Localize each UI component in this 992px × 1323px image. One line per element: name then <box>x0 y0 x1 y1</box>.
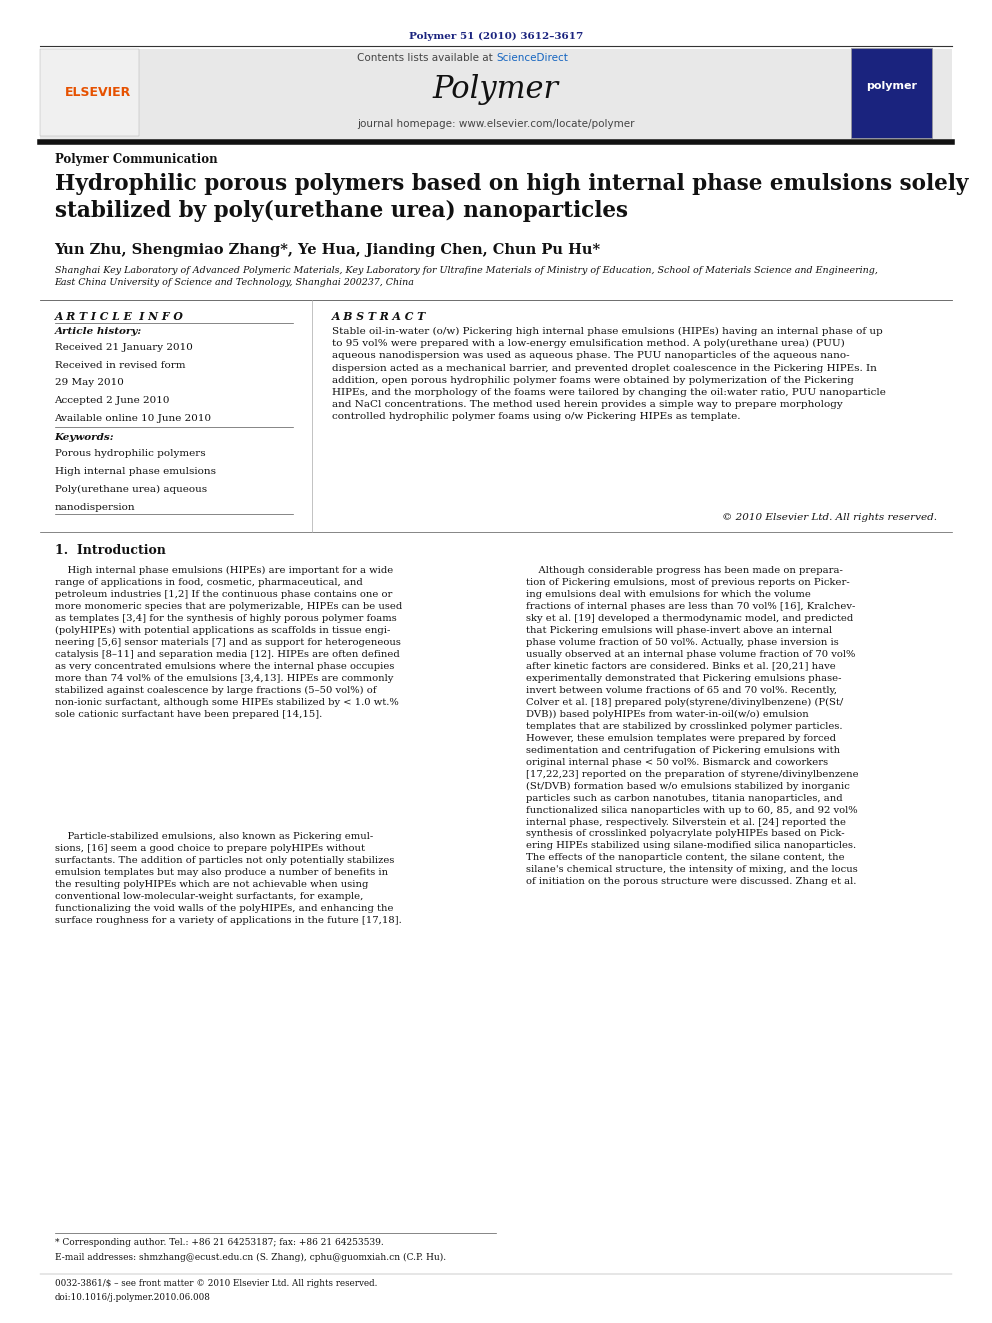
Text: E-mail addresses: shmzhang@ecust.edu.cn (S. Zhang), cphu@guomxiah.cn (C.P. Hu).: E-mail addresses: shmzhang@ecust.edu.cn … <box>55 1253 445 1262</box>
Text: High internal phase emulsions (HIPEs) are important for a wide
range of applicat: High internal phase emulsions (HIPEs) ar… <box>55 566 402 718</box>
Text: Contents lists available at: Contents lists available at <box>357 53 496 64</box>
Text: Poly(urethane urea) aqueous: Poly(urethane urea) aqueous <box>55 484 206 493</box>
Text: Although considerable progress has been made on prepara-
tion of Pickering emuls: Although considerable progress has been … <box>526 566 858 886</box>
Text: Available online 10 June 2010: Available online 10 June 2010 <box>55 414 211 423</box>
Text: Yun Zhu, Shengmiao Zhang*, Ye Hua, Jianding Chen, Chun Pu Hu*: Yun Zhu, Shengmiao Zhang*, Ye Hua, Jiand… <box>55 243 601 258</box>
Text: Keywords:: Keywords: <box>55 433 114 442</box>
Text: © 2010 Elsevier Ltd. All rights reserved.: © 2010 Elsevier Ltd. All rights reserved… <box>722 513 937 523</box>
Text: Particle-stabilized emulsions, also known as Pickering emul-
sions, [16] seem a : Particle-stabilized emulsions, also know… <box>55 832 402 925</box>
FancyBboxPatch shape <box>40 49 952 139</box>
Text: 1.  Introduction: 1. Introduction <box>55 544 166 557</box>
FancyBboxPatch shape <box>851 48 932 138</box>
Text: 29 May 2010: 29 May 2010 <box>55 378 123 388</box>
Text: ELSEVIER: ELSEVIER <box>64 86 131 99</box>
Text: A R T I C L E  I N F O: A R T I C L E I N F O <box>55 311 184 321</box>
Text: Polymer Communication: Polymer Communication <box>55 153 217 167</box>
Text: journal homepage: www.elsevier.com/locate/polymer: journal homepage: www.elsevier.com/locat… <box>357 119 635 130</box>
Text: Accepted 2 June 2010: Accepted 2 June 2010 <box>55 396 170 405</box>
Text: 0032-3861/$ – see front matter © 2010 Elsevier Ltd. All rights reserved.: 0032-3861/$ – see front matter © 2010 El… <box>55 1279 377 1289</box>
Text: Received in revised form: Received in revised form <box>55 360 186 369</box>
Text: doi:10.1016/j.polymer.2010.06.008: doi:10.1016/j.polymer.2010.06.008 <box>55 1293 210 1302</box>
Text: Received 21 January 2010: Received 21 January 2010 <box>55 343 192 352</box>
Text: Hydrophilic porous polymers based on high internal phase emulsions solely
stabil: Hydrophilic porous polymers based on hig… <box>55 173 968 222</box>
Text: polymer: polymer <box>866 81 918 91</box>
Text: Stable oil-in-water (o/w) Pickering high internal phase emulsions (HIPEs) having: Stable oil-in-water (o/w) Pickering high… <box>332 327 886 421</box>
Text: High internal phase emulsions: High internal phase emulsions <box>55 467 215 476</box>
Text: Polymer 51 (2010) 3612–3617: Polymer 51 (2010) 3612–3617 <box>409 32 583 41</box>
FancyBboxPatch shape <box>40 49 139 136</box>
Text: Article history:: Article history: <box>55 327 142 336</box>
Text: Porous hydrophilic polymers: Porous hydrophilic polymers <box>55 448 205 458</box>
Text: Polymer: Polymer <box>433 74 559 105</box>
Text: Shanghai Key Laboratory of Advanced Polymeric Materials, Key Laboratory for Ultr: Shanghai Key Laboratory of Advanced Poly… <box>55 266 878 287</box>
Text: * Corresponding author. Tel.: +86 21 64253187; fax: +86 21 64253539.: * Corresponding author. Tel.: +86 21 642… <box>55 1238 383 1248</box>
Text: ScienceDirect: ScienceDirect <box>496 53 567 64</box>
Text: A B S T R A C T: A B S T R A C T <box>332 311 427 321</box>
Text: nanodispersion: nanodispersion <box>55 503 135 512</box>
